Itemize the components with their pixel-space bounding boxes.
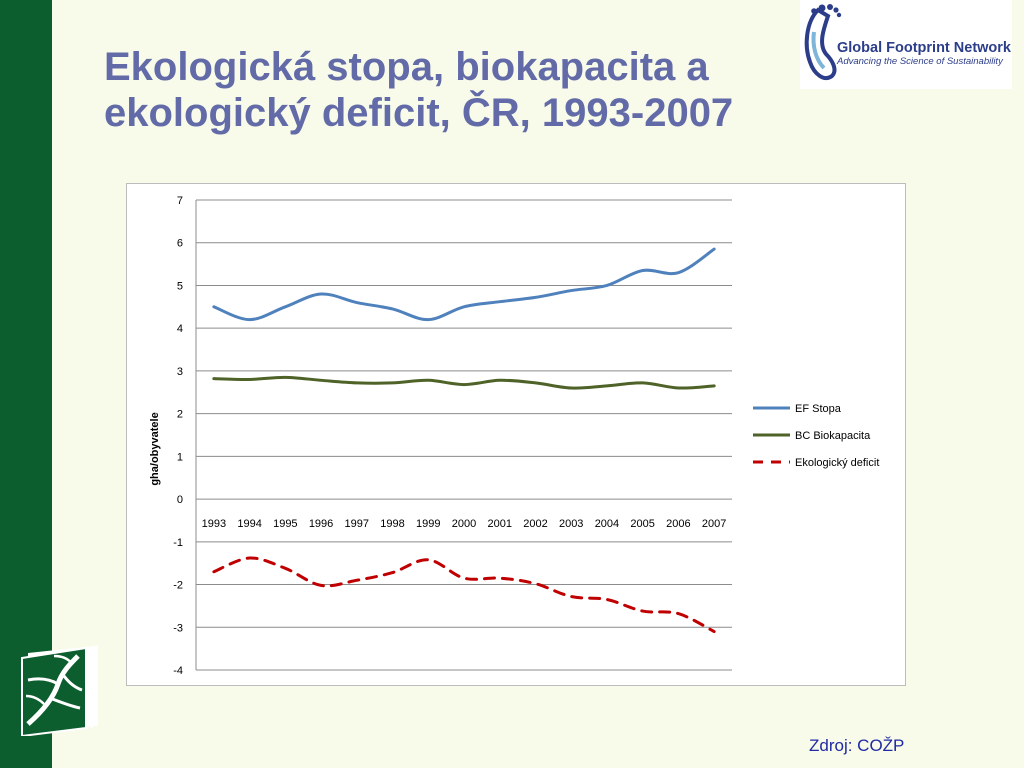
data-point [248,556,252,560]
series-line-3 [212,556,716,634]
data-point [462,383,466,387]
y-tick-label: 2 [177,409,183,421]
y-tick-label: 7 [177,195,183,207]
x-tick-label: 1996 [309,518,333,530]
x-tick-label: 1995 [273,518,297,530]
data-point [248,318,252,322]
data-point [712,630,716,634]
footprint-icon [804,4,842,81]
data-point [355,301,359,305]
data-point [212,305,216,309]
data-point [712,247,716,251]
data-point [676,612,680,616]
y-tick-label: 6 [177,238,183,250]
data-point [426,318,430,322]
x-tick-label: 2007 [702,518,726,530]
data-point [462,576,466,580]
data-point [212,570,216,574]
data-point [319,583,323,587]
chart-frame: 7 6 5 4 3 2 1 0 -1 -2 -3 -4 1993 1994 1995 1996 1997 1998… [126,183,906,686]
y-tick-label: 3 [177,366,183,378]
x-tick-label: 1998 [380,518,404,530]
data-point [498,300,502,304]
y-tick-label: 1 [177,451,183,463]
y-tick-label: -1 [173,537,183,549]
data-point [641,381,645,385]
data-point [569,289,573,293]
data-point [355,381,359,385]
y-tick-label: -4 [173,665,183,677]
data-point [676,271,680,275]
x-tick-label: 1999 [416,518,440,530]
x-tick-label: 2003 [559,518,583,530]
data-point [248,377,252,381]
x-tick-label: 1997 [345,518,369,530]
legend-label: Ekologický deficit [795,457,879,469]
source-note: Zdroj: COŽP [809,736,905,755]
logo-tagline: Advancing the Science of Sustainability [837,56,1003,67]
x-tick-label: 1994 [237,518,261,530]
data-point [391,381,395,385]
data-point [212,377,216,381]
data-point [569,595,573,599]
legend-label: EF Stopa [795,403,842,415]
x-tick-label: 1993 [202,518,226,530]
data-point [533,381,537,385]
legend-label: BC Biokapacita [795,430,871,442]
data-point [533,582,537,586]
line-chart: 7 6 5 4 3 2 1 0 -1 -2 -3 -4 1993 1994 1995 1996 1997 1998… [149,195,879,677]
y-tick-label: 5 [177,280,183,292]
global-footprint-network-logo: Global Footprint Network Advancing the S… [800,0,1012,89]
data-point [605,384,609,388]
data-point [283,566,287,570]
y-axis-title: gha/obyvatele [149,412,161,485]
data-point [498,378,502,382]
data-point [283,375,287,379]
logo-name: Global Footprint Network [837,40,1011,56]
y-tick-label: 0 [177,494,183,506]
book-tree-icon [21,645,98,736]
data-point [605,283,609,287]
slide-title: Ekologická stopa, biokapacita a ekologic… [104,45,734,135]
left-sidebar-band [0,0,52,768]
x-tick-label: 2000 [452,518,476,530]
y-tick-label: -3 [173,622,183,634]
data-point [462,305,466,309]
data-point [426,378,430,382]
data-point [355,578,359,582]
data-point [498,576,502,580]
data-point [641,269,645,273]
x-tick-label: 2001 [487,518,511,530]
data-point [712,384,716,388]
data-point [391,571,395,575]
data-point [283,305,287,309]
series-line-1 [212,247,716,322]
data-point [533,295,537,299]
data-point [676,386,680,390]
x-tick-label: 2005 [630,518,654,530]
x-tick-label: 2006 [666,518,690,530]
data-point [605,598,609,602]
series-line-2 [212,375,716,390]
data-point [391,307,395,311]
x-tick-label: 2004 [595,518,619,530]
logo-text: Global Footprint Network Advancing the S… [837,40,1011,68]
data-point [319,292,323,296]
x-tick-label: 2002 [523,518,547,530]
data-point [426,558,430,562]
data-point [641,609,645,613]
data-point [319,378,323,382]
y-tick-label: -2 [173,580,183,592]
y-tick-label: 4 [177,323,183,335]
data-point [569,386,573,390]
